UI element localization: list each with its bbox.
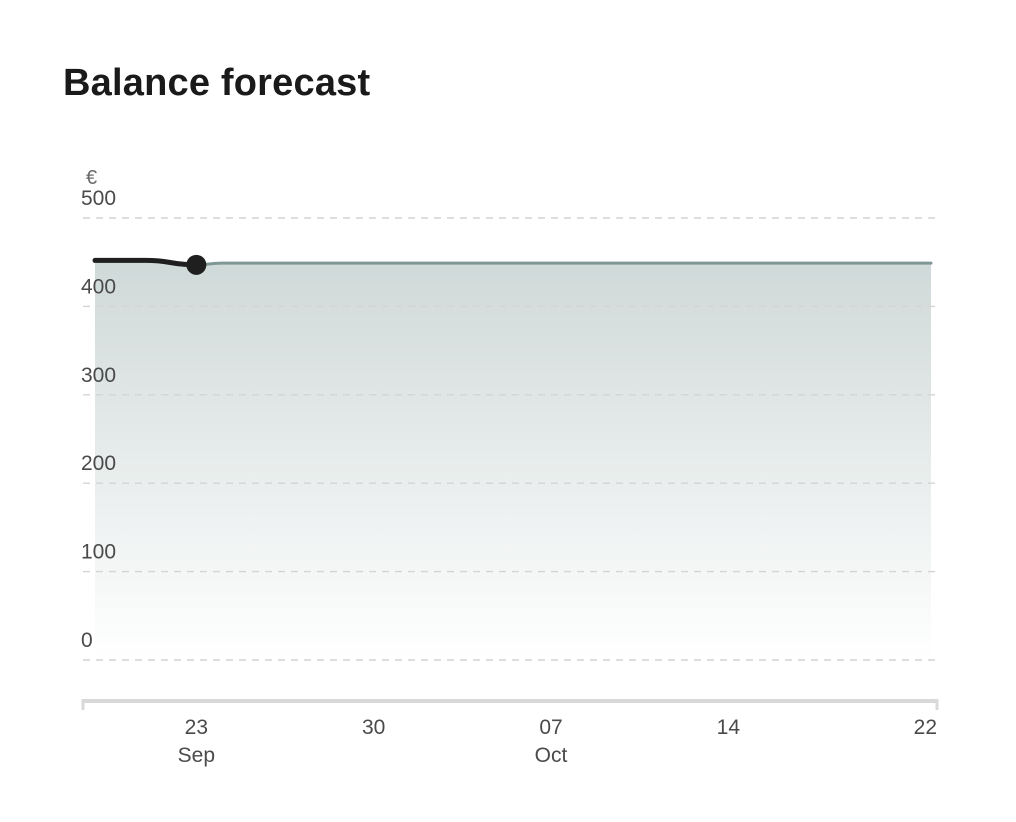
y-axis: 0 100 200 300 400 500 bbox=[81, 187, 116, 652]
x-tick-label: 23 bbox=[185, 716, 208, 739]
forecast-area bbox=[95, 260, 931, 660]
current-balance-marker bbox=[186, 254, 207, 275]
y-tick-label: 400 bbox=[81, 275, 116, 298]
actual-line bbox=[92, 257, 199, 268]
x-tick-label: 22 bbox=[914, 716, 937, 739]
series-layer bbox=[92, 254, 933, 275]
y-tick-label: 200 bbox=[81, 452, 116, 475]
forecast-line bbox=[194, 261, 933, 267]
y-tick-label: 100 bbox=[81, 541, 116, 564]
x-tick-month-label: Oct bbox=[535, 744, 568, 767]
x-tick-label: 07 bbox=[539, 716, 562, 739]
x-axis: 23 Sep 30 07 Oct 14 22 bbox=[81, 699, 939, 767]
x-tick-label: 14 bbox=[717, 716, 741, 739]
y-unit-label: € bbox=[86, 167, 97, 189]
y-tick-label: 0 bbox=[81, 629, 93, 652]
y-tick-label: 300 bbox=[81, 364, 116, 387]
area-layer bbox=[95, 260, 931, 660]
x-tick-month-label: Sep bbox=[178, 744, 215, 767]
y-tick-label: 500 bbox=[81, 187, 116, 210]
x-tick-label: 30 bbox=[362, 716, 385, 739]
chart-title: Balance forecast bbox=[63, 62, 371, 104]
